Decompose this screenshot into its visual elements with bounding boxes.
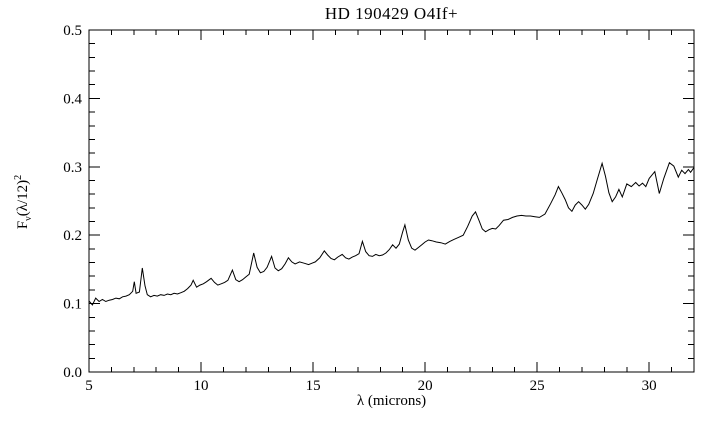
y-tick-label: 0.2 <box>63 228 82 244</box>
y-tick-label: 0.5 <box>63 23 82 39</box>
y-axis-label: Fν(λ/12)2 <box>9 117 34 287</box>
x-axis-label: λ (microns) <box>356 393 427 409</box>
y-tick-label: 0.4 <box>63 91 82 107</box>
x-tick-label: 10 <box>194 378 209 394</box>
y-axis-label-prefix: F <box>15 220 31 230</box>
chart-title: HD 190429 O4If+ <box>324 4 459 23</box>
x-tick-label: 20 <box>418 378 433 394</box>
tick-labels: 5 10 15 20 25 30 0.0 0.1 0.2 0.3 0.4 0.5 <box>63 23 656 394</box>
y-axis-label-main: (λ/12) <box>15 179 31 217</box>
y-tick-label: 0.3 <box>63 160 82 176</box>
plot-frame <box>88 29 695 373</box>
spectrum-line <box>88 161 695 306</box>
y-tick-label: 0.0 <box>63 365 82 381</box>
x-tick-label: 5 <box>85 378 93 394</box>
x-tick-label: 30 <box>642 378 657 394</box>
x-tick-label: 25 <box>530 378 545 394</box>
x-tick-label: 15 <box>306 378 321 394</box>
y-axis-label-subscript: ν <box>23 216 34 221</box>
y-tick-label: 0.1 <box>63 297 82 313</box>
y-axis-label-superscript: 2 <box>13 174 24 180</box>
axes <box>88 29 695 373</box>
